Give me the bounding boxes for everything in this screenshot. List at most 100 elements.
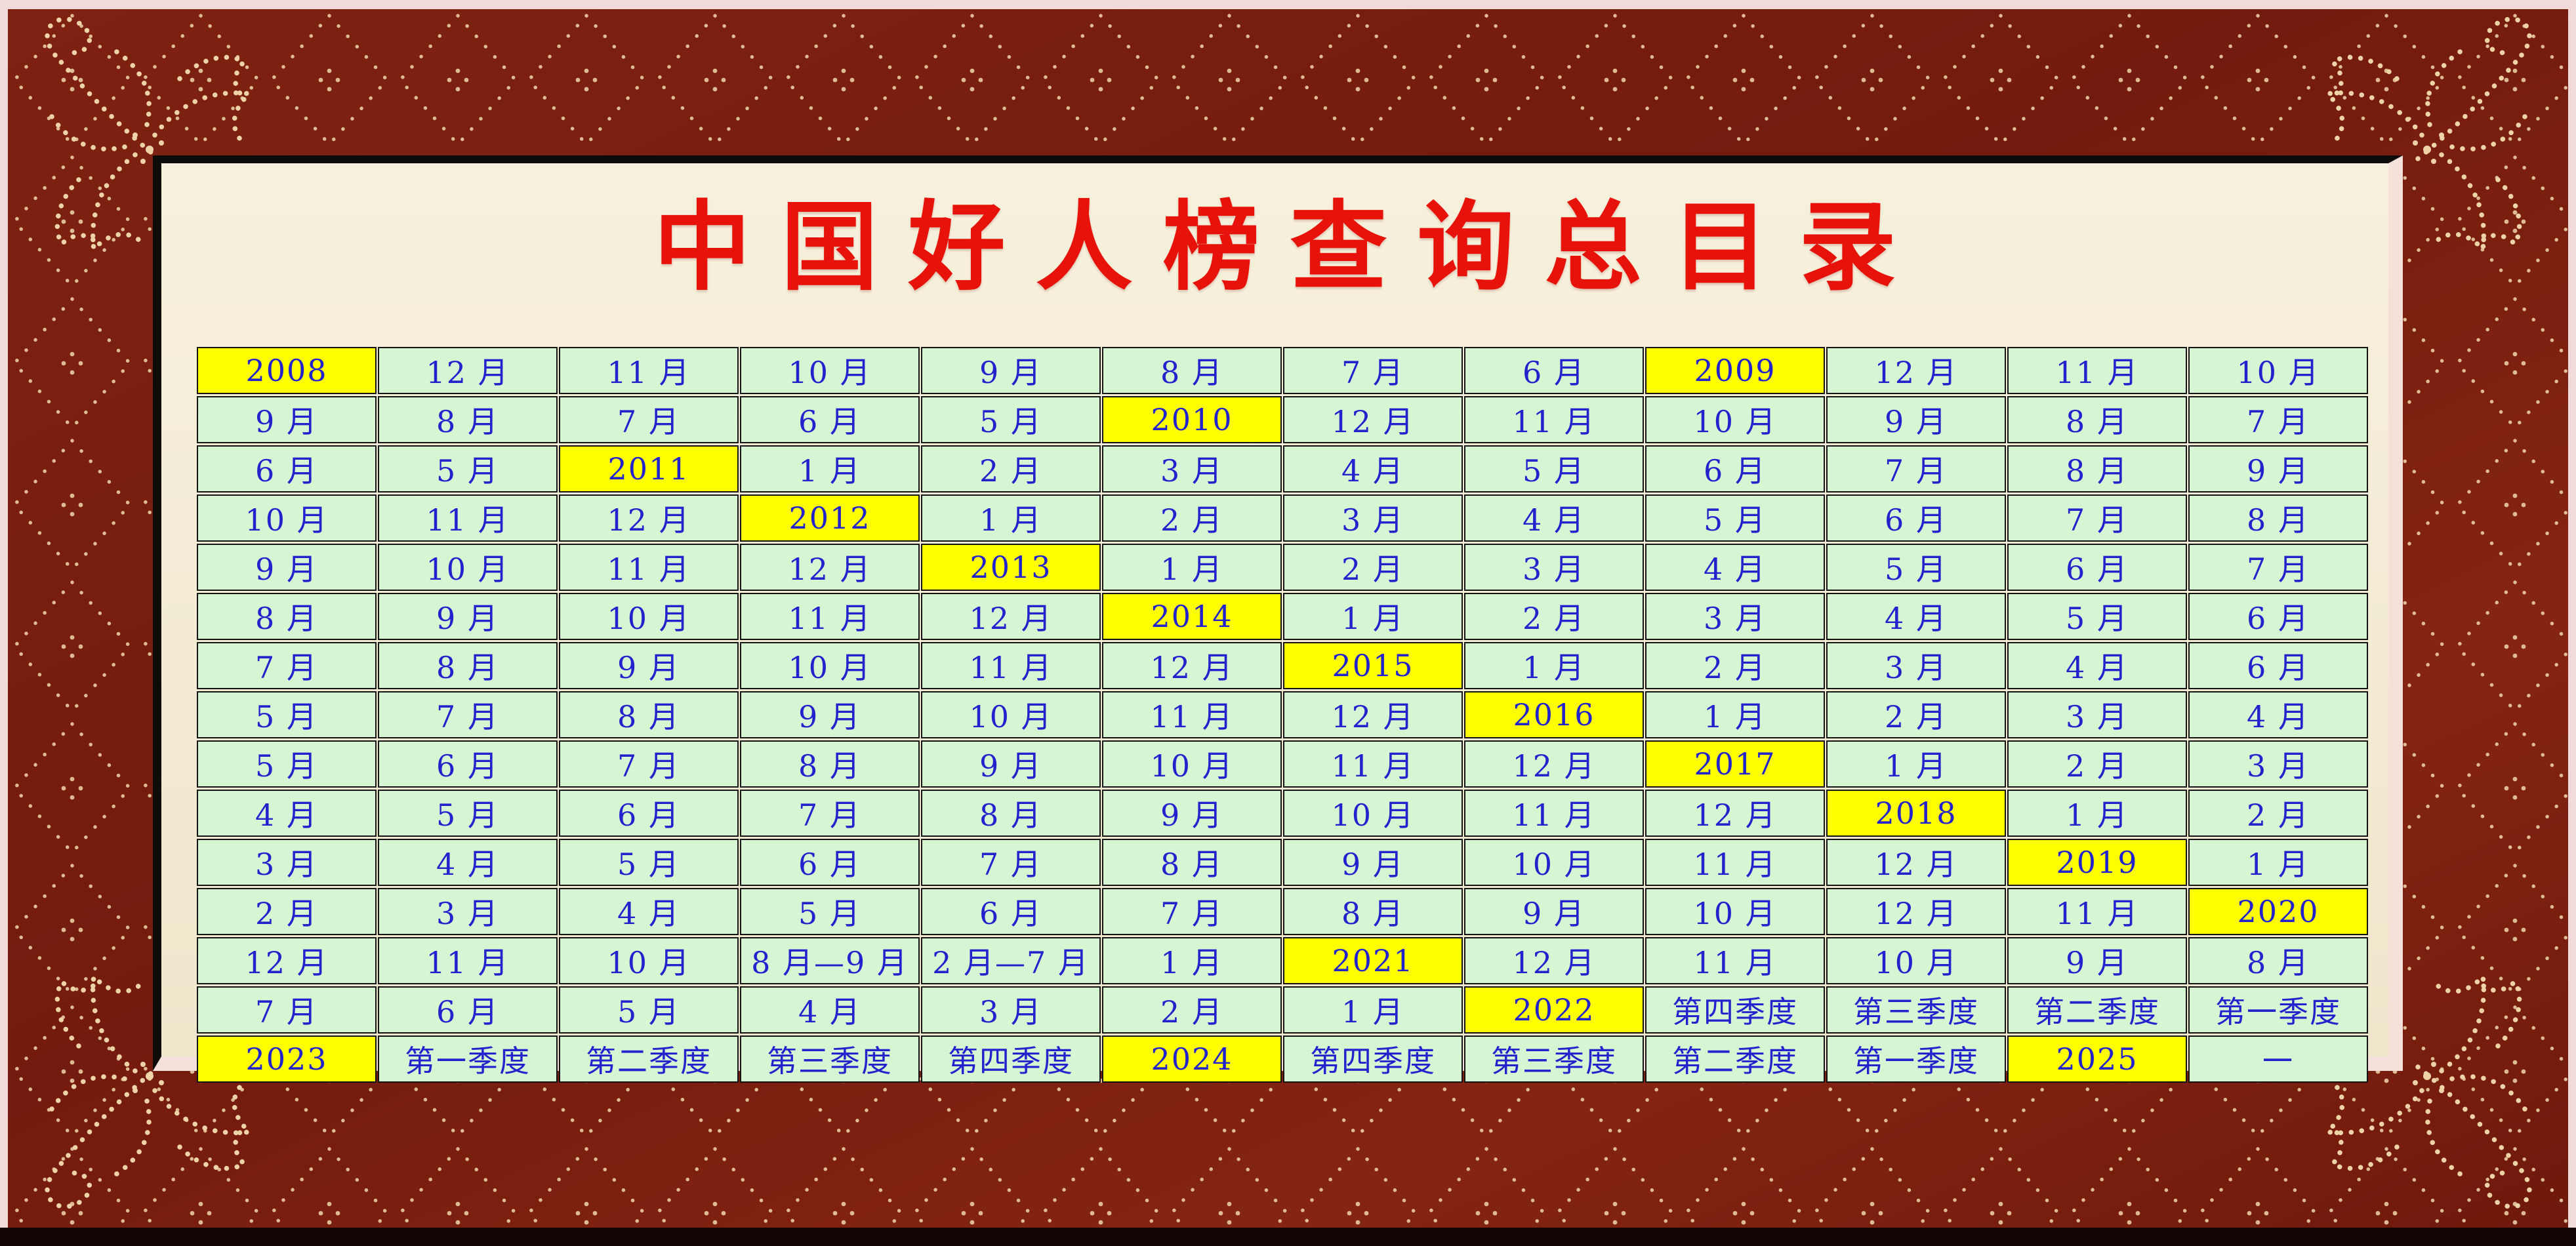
entry-cell[interactable]: 6 月 [2188, 592, 2368, 640]
entry-cell[interactable]: 2 月 [1826, 691, 2006, 738]
year-cell[interactable]: 2008 [197, 346, 377, 394]
entry-cell[interactable]: 3 月 [1645, 592, 1825, 640]
entry-cell[interactable]: 7 月 [1826, 445, 2006, 492]
entry-cell[interactable]: 11 月 [740, 592, 920, 640]
entry-cell[interactable]: 6 月 [2188, 641, 2368, 689]
entry-cell[interactable]: 2 月—7 月 [921, 936, 1101, 984]
entry-cell[interactable]: 7 月 [197, 641, 377, 689]
entry-cell[interactable]: 5 月 [1464, 445, 1644, 492]
entry-cell[interactable]: 12 月 [1826, 838, 2006, 886]
year-cell[interactable]: 2013 [921, 543, 1101, 591]
entry-cell[interactable]: 6 月 [921, 887, 1101, 935]
entry-cell[interactable]: 8 月 [2007, 445, 2187, 492]
year-cell[interactable]: 2022 [1464, 986, 1644, 1034]
entry-cell[interactable]: 第二季度 [1645, 1035, 1825, 1083]
entry-cell[interactable]: 9 月 [921, 346, 1101, 394]
entry-cell[interactable]: 1 月 [740, 445, 920, 492]
entry-cell[interactable]: 9 月 [1283, 838, 1463, 886]
entry-cell[interactable]: 1 月 [921, 494, 1101, 542]
entry-cell[interactable]: 5 月 [559, 986, 739, 1034]
entry-cell[interactable]: 12 月 [378, 346, 558, 394]
entry-cell[interactable]: 12 月 [1826, 346, 2006, 394]
entry-cell[interactable]: 10 月 [2188, 346, 2368, 394]
entry-cell[interactable]: 4 月 [1645, 543, 1825, 591]
entry-cell[interactable]: 10 月 [1645, 887, 1825, 935]
entry-cell[interactable]: 第一季度 [2188, 986, 2368, 1034]
entry-cell[interactable]: 9 月 [1826, 395, 2006, 443]
entry-cell[interactable]: 4 月 [1464, 494, 1644, 542]
entry-cell[interactable]: 4 月 [2007, 641, 2187, 689]
entry-cell[interactable]: 8 月 [2188, 494, 2368, 542]
entry-cell[interactable]: 第三季度 [740, 1035, 920, 1083]
entry-cell[interactable]: 11 月 [1464, 789, 1644, 837]
entry-cell[interactable]: 5 月 [1645, 494, 1825, 542]
entry-cell[interactable]: 12 月 [1283, 395, 1463, 443]
entry-cell[interactable]: 10 月 [740, 346, 920, 394]
entry-cell[interactable]: 11 月 [1645, 838, 1825, 886]
entry-cell[interactable]: 3 月 [2007, 691, 2187, 738]
entry-cell[interactable]: 7 月 [921, 838, 1101, 886]
entry-cell[interactable]: 12 月 [1826, 887, 2006, 935]
entry-cell[interactable]: 11 月 [559, 346, 739, 394]
entry-cell[interactable]: 8 月 [2188, 936, 2368, 984]
entry-cell[interactable]: 7 月 [2188, 395, 2368, 443]
entry-cell[interactable]: 2 月 [1464, 592, 1644, 640]
entry-cell[interactable]: 8 月 [1102, 838, 1282, 886]
year-cell[interactable]: 2018 [1826, 789, 2006, 837]
entry-cell[interactable]: 11 月 [1645, 936, 1825, 984]
entry-cell[interactable]: 12 月 [1645, 789, 1825, 837]
entry-cell[interactable]: 9 月 [1102, 789, 1282, 837]
entry-cell[interactable]: 8 月 [921, 789, 1101, 837]
entry-cell[interactable]: 3 月 [1464, 543, 1644, 591]
entry-cell[interactable]: 1 月 [1102, 543, 1282, 591]
entry-cell[interactable]: 3 月 [1283, 494, 1463, 542]
entry-cell[interactable]: 12 月 [1464, 936, 1644, 984]
entry-cell[interactable]: 11 月 [1283, 740, 1463, 788]
entry-cell[interactable]: 6 月 [1826, 494, 2006, 542]
entry-cell[interactable]: 第一季度 [378, 1035, 558, 1083]
entry-cell[interactable]: 7 月 [559, 395, 739, 443]
entry-cell[interactable]: 8 月 [378, 395, 558, 443]
entry-cell[interactable]: 4 月 [378, 838, 558, 886]
year-cell[interactable]: 2023 [197, 1035, 377, 1083]
entry-cell[interactable]: 10 月 [197, 494, 377, 542]
entry-cell[interactable]: 第四季度 [1645, 986, 1825, 1034]
entry-cell[interactable]: 5 月 [740, 887, 920, 935]
entry-cell[interactable]: 6 月 [559, 789, 739, 837]
entry-cell[interactable]: 第四季度 [1283, 1035, 1463, 1083]
entry-cell[interactable]: 9 月 [921, 740, 1101, 788]
entry-cell[interactable]: 5 月 [197, 740, 377, 788]
entry-cell[interactable]: 4 月 [559, 887, 739, 935]
entry-cell[interactable]: 12 月 [559, 494, 739, 542]
entry-cell[interactable]: 6 月 [197, 445, 377, 492]
entry-cell[interactable]: 7 月 [1102, 887, 1282, 935]
entry-cell[interactable]: 10 月 [1645, 395, 1825, 443]
entry-cell[interactable]: 1 月 [2007, 789, 2187, 837]
entry-cell[interactable]: 8 月 [559, 691, 739, 738]
entry-cell[interactable]: 2 月 [2007, 740, 2187, 788]
year-cell[interactable]: 2014 [1102, 592, 1282, 640]
entry-cell[interactable]: 11 月 [2007, 346, 2187, 394]
entry-cell[interactable]: 8 月—9 月 [740, 936, 920, 984]
year-cell[interactable]: 2021 [1283, 936, 1463, 984]
entry-cell[interactable]: 6 月 [378, 740, 558, 788]
year-cell[interactable]: 2017 [1645, 740, 1825, 788]
entry-cell[interactable]: 1 月 [1102, 936, 1282, 984]
entry-cell[interactable]: 7 月 [1283, 346, 1463, 394]
entry-cell[interactable]: 12 月 [197, 936, 377, 984]
entry-cell[interactable]: 2 月 [1102, 494, 1282, 542]
entry-cell[interactable]: 10 月 [378, 543, 558, 591]
entry-cell[interactable]: 4 月 [1283, 445, 1463, 492]
entry-cell[interactable]: 6 月 [740, 838, 920, 886]
entry-cell[interactable]: 5 月 [1826, 543, 2006, 591]
entry-cell[interactable]: 6 月 [1464, 346, 1644, 394]
entry-cell[interactable]: 5 月 [378, 445, 558, 492]
entry-cell[interactable]: 2 月 [1102, 986, 1282, 1034]
entry-cell[interactable]: 一 [2188, 1035, 2368, 1083]
entry-cell[interactable]: 6 月 [2007, 543, 2187, 591]
entry-cell[interactable]: 5 月 [2007, 592, 2187, 640]
entry-cell[interactable]: 4 月 [1826, 592, 2006, 640]
entry-cell[interactable]: 3 月 [2188, 740, 2368, 788]
entry-cell[interactable]: 11 月 [921, 641, 1101, 689]
entry-cell[interactable]: 2 月 [921, 445, 1101, 492]
